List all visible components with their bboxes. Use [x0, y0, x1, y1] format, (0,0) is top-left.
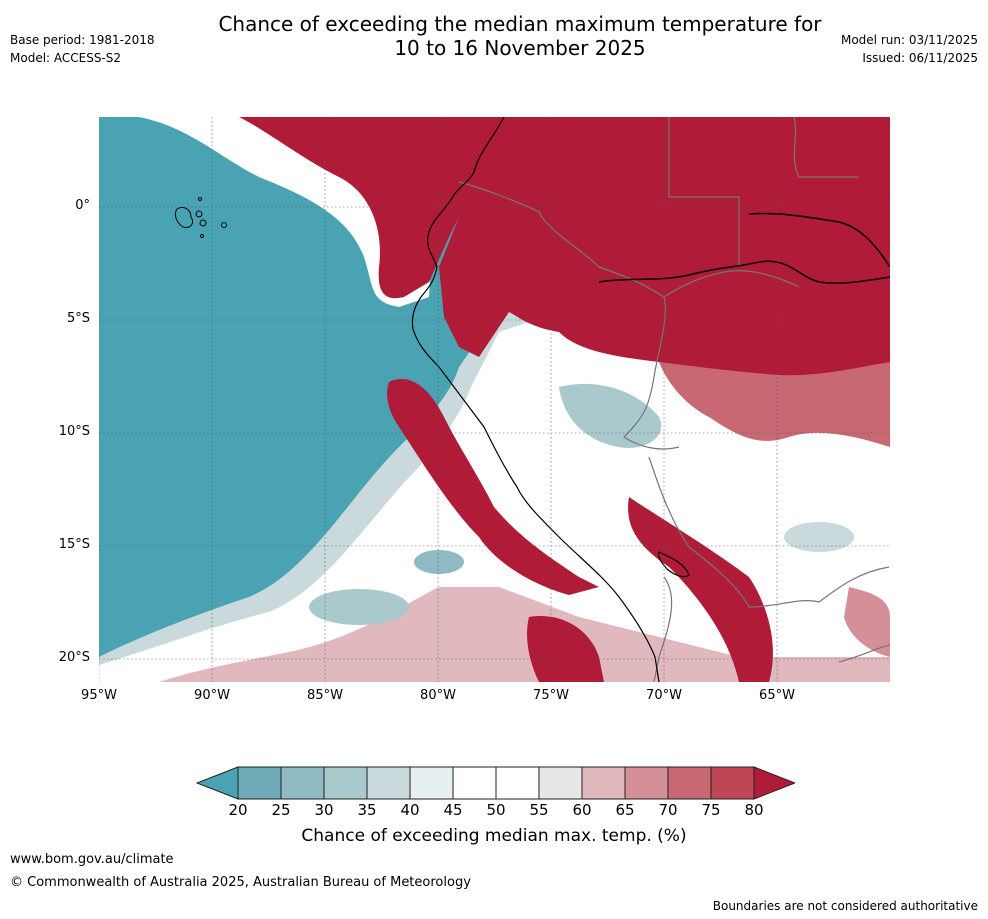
- lat-label-5s: 5°S: [66, 311, 90, 326]
- footer-disclaimer: Boundaries are not considered authoritat…: [712, 899, 978, 913]
- country-boundary-6: [648, 456, 820, 608]
- colorbar-tick-label: 70: [658, 801, 678, 819]
- lon-label-80w: 80°W: [420, 688, 456, 703]
- colorbar-tick-label: 80: [744, 801, 764, 819]
- colorbar-cell: [496, 767, 539, 799]
- lon-label-75w: 75°W: [533, 688, 569, 703]
- lat-label-15s: 15°S: [58, 537, 90, 552]
- country-boundary-2: [663, 270, 800, 298]
- colorbar-cell: [453, 767, 496, 799]
- colorbar-cell: [668, 767, 711, 799]
- title-line-1: Chance of exceeding the median maximum t…: [218, 12, 822, 36]
- colorbar-tick-label: 65: [615, 801, 635, 819]
- galapagos-islands: [174, 197, 227, 238]
- colorbar-cell: [367, 767, 410, 799]
- country-boundary-3: [623, 376, 680, 450]
- colorbar-tick-label: 75: [701, 801, 721, 819]
- central-warm-transition: [659, 362, 890, 447]
- colorbar-cell: [410, 767, 453, 799]
- country-boundary-4: [668, 117, 740, 267]
- title-line-2: 10 to 16 November 2025: [394, 36, 646, 60]
- colorbar-tick-label: 30: [314, 801, 334, 819]
- eastern-cool-patch: [784, 522, 854, 552]
- northern-ocean-warm: [239, 117, 509, 299]
- colorbar-cell: [324, 767, 367, 799]
- eastern-pink-patch: [844, 587, 890, 657]
- country-boundary-9: [838, 644, 890, 663]
- forecast-map: [99, 117, 890, 682]
- colorbar-tick-label: 20: [228, 801, 248, 819]
- lon-label-85w: 85°W: [307, 688, 343, 703]
- colorbar-cell: [582, 767, 625, 799]
- colorbar-cell: [711, 767, 754, 799]
- country-boundary-7: [818, 566, 890, 603]
- country-boundary-1: [458, 181, 666, 378]
- colorbar-label: Chance of exceeding median max. temp. (%…: [301, 826, 687, 846]
- lon-label-70w: 70°W: [646, 688, 682, 703]
- river-north: [748, 212, 890, 268]
- colorbar-tick-label: 40: [400, 801, 420, 819]
- base-period-text: Base period: 1981-2018: [10, 33, 155, 47]
- colorbar-extend-low: [195, 766, 239, 800]
- model-text: Model: ACCESS-S2: [10, 51, 122, 65]
- colorbar-cell: [238, 767, 281, 799]
- andes-warm-strip: [628, 497, 773, 682]
- lat-label-10s: 10°S: [58, 424, 90, 439]
- colorbar-tick-label: 45: [443, 801, 463, 819]
- colorbar-tick-label: 60: [572, 801, 592, 819]
- lake-titicaca: [657, 551, 690, 578]
- colorbar-tick-label: 35: [357, 801, 377, 819]
- colorbar-tick-label: 50: [486, 801, 506, 819]
- colorbar-tick-label: 25: [271, 801, 291, 819]
- lon-label-90w: 90°W: [194, 688, 230, 703]
- southern-cool-patch-1: [309, 589, 409, 625]
- page-title: Chance of exceeding the median maximum t…: [150, 12, 890, 60]
- southern-cool-patch-2: [414, 550, 464, 574]
- interior-cool-pocket: [559, 383, 662, 448]
- coastline: [411, 117, 660, 682]
- footer-copyright: © Commonwealth of Australia 2025, Austra…: [10, 875, 471, 890]
- footer-url: www.bom.gov.au/climate: [10, 852, 174, 867]
- amazon-river: [598, 260, 890, 284]
- colorbar-tick-label: 55: [529, 801, 549, 819]
- amazon-warm-region: [439, 117, 890, 382]
- model-run-text: Model run: 03/11/2025: [840, 33, 978, 47]
- colorbar-cell: [281, 767, 324, 799]
- southern-warm-patch: [527, 616, 604, 682]
- lon-label-65w: 65°W: [759, 688, 795, 703]
- colorbar-cell: [625, 767, 668, 799]
- lat-label-20s: 20°S: [58, 650, 90, 665]
- country-boundary-5: [793, 117, 859, 178]
- colorbar-extend-high: [753, 766, 795, 800]
- colorbar: [195, 766, 795, 800]
- lon-label-95w: 95°W: [81, 688, 117, 703]
- issued-text: Issued: 06/11/2025: [862, 51, 978, 65]
- southern-pink-band: [159, 587, 890, 682]
- lat-label-0: 0°: [75, 198, 90, 213]
- colorbar-cell: [539, 767, 582, 799]
- country-boundary-8: [653, 576, 673, 682]
